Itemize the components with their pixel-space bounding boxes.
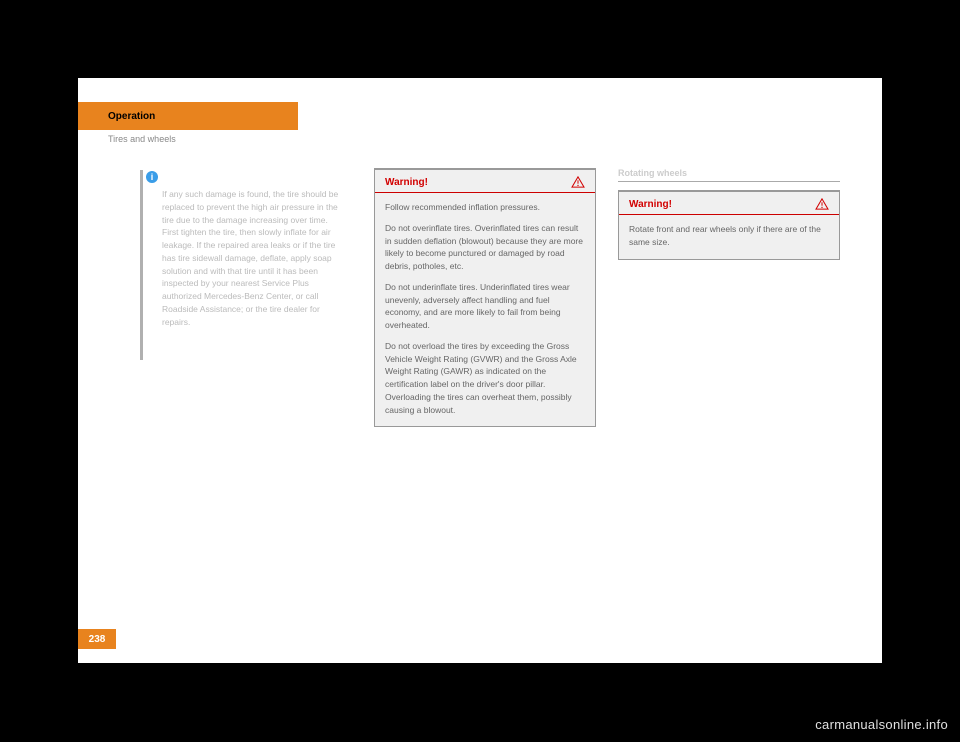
page-number: 238 (78, 629, 116, 649)
warning-header-2: Warning! (619, 192, 839, 215)
warning-box-1: Warning! Follow recommended inflation pr… (374, 168, 596, 427)
col3-section-title: Rotating wheels (618, 168, 840, 178)
column-3: Rotating wheels Warning! Rotate front an… (618, 168, 840, 260)
warning-title-1: Warning! (385, 177, 428, 188)
col3-divider (618, 181, 840, 182)
warning-box-2: Warning! Rotate front and rear wheels on… (618, 190, 840, 260)
section-title: Operation (108, 111, 155, 122)
warning-p2: Do not overinflate tires. Overinflated t… (385, 222, 585, 273)
warning-body-1: Follow recommended inflation pressures. … (375, 193, 595, 426)
column-2: Warning! Follow recommended inflation pr… (374, 168, 596, 427)
warning-p3: Do not underinflate tires. Underinflated… (385, 281, 585, 332)
warning-triangle-icon (815, 198, 829, 210)
warning-header-1: Warning! (375, 170, 595, 193)
warning-p4: Do not overload the tires by exceeding t… (385, 340, 585, 417)
warning-p1: Follow recommended inflation pressures. (385, 201, 585, 214)
document-page: Operation Tires and wheels i If any such… (78, 78, 882, 663)
info-text: If any such damage is found, the tire sh… (162, 188, 346, 328)
info-icon: i (146, 171, 158, 183)
section-header-bar: Operation (78, 102, 298, 130)
column-1: i If any such damage is found, the tire … (146, 170, 346, 328)
warning-triangle-icon (571, 176, 585, 188)
warning-title-2: Warning! (629, 199, 672, 210)
info-sidebar-line (140, 170, 143, 360)
warning-body-2: Rotate front and rear wheels only if the… (619, 215, 839, 259)
section-subtitle: Tires and wheels (108, 134, 176, 144)
warning-2-text: Rotate front and rear wheels only if the… (629, 223, 829, 249)
watermark: carmanualsonline.info (815, 717, 948, 732)
